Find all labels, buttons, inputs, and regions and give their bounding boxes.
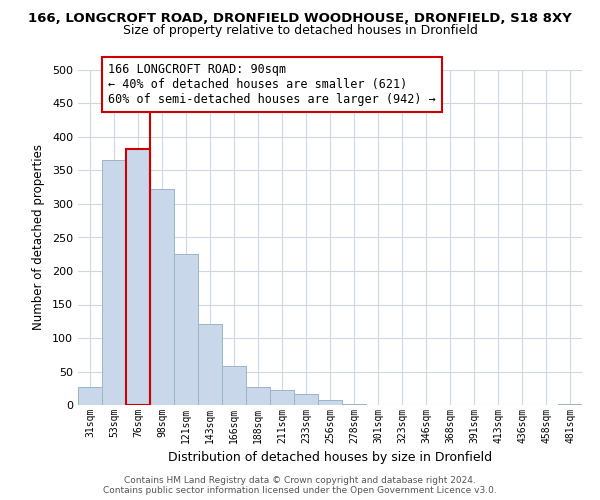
Bar <box>342 404 366 405</box>
Bar <box>246 387 270 405</box>
Bar <box>102 160 126 405</box>
Text: Contains HM Land Registry data © Crown copyright and database right 2024.: Contains HM Land Registry data © Crown c… <box>124 476 476 485</box>
Bar <box>150 188 174 405</box>
Bar <box>198 324 222 405</box>
Bar <box>126 149 150 405</box>
Bar <box>294 394 318 405</box>
X-axis label: Distribution of detached houses by size in Dronfield: Distribution of detached houses by size … <box>168 452 492 464</box>
Text: Contains public sector information licensed under the Open Government Licence v3: Contains public sector information licen… <box>103 486 497 495</box>
Y-axis label: Number of detached properties: Number of detached properties <box>32 144 45 330</box>
Bar <box>222 366 246 405</box>
Text: Size of property relative to detached houses in Dronfield: Size of property relative to detached ho… <box>122 24 478 37</box>
Bar <box>174 254 198 405</box>
Bar <box>558 404 582 405</box>
Bar <box>126 149 150 405</box>
Text: 166, LONGCROFT ROAD, DRONFIELD WOODHOUSE, DRONFIELD, S18 8XY: 166, LONGCROFT ROAD, DRONFIELD WOODHOUSE… <box>28 12 572 26</box>
Text: 166 LONGCROFT ROAD: 90sqm
← 40% of detached houses are smaller (621)
60% of semi: 166 LONGCROFT ROAD: 90sqm ← 40% of detac… <box>108 64 436 106</box>
Bar <box>78 387 102 405</box>
Bar <box>318 400 342 405</box>
Bar <box>270 390 294 405</box>
